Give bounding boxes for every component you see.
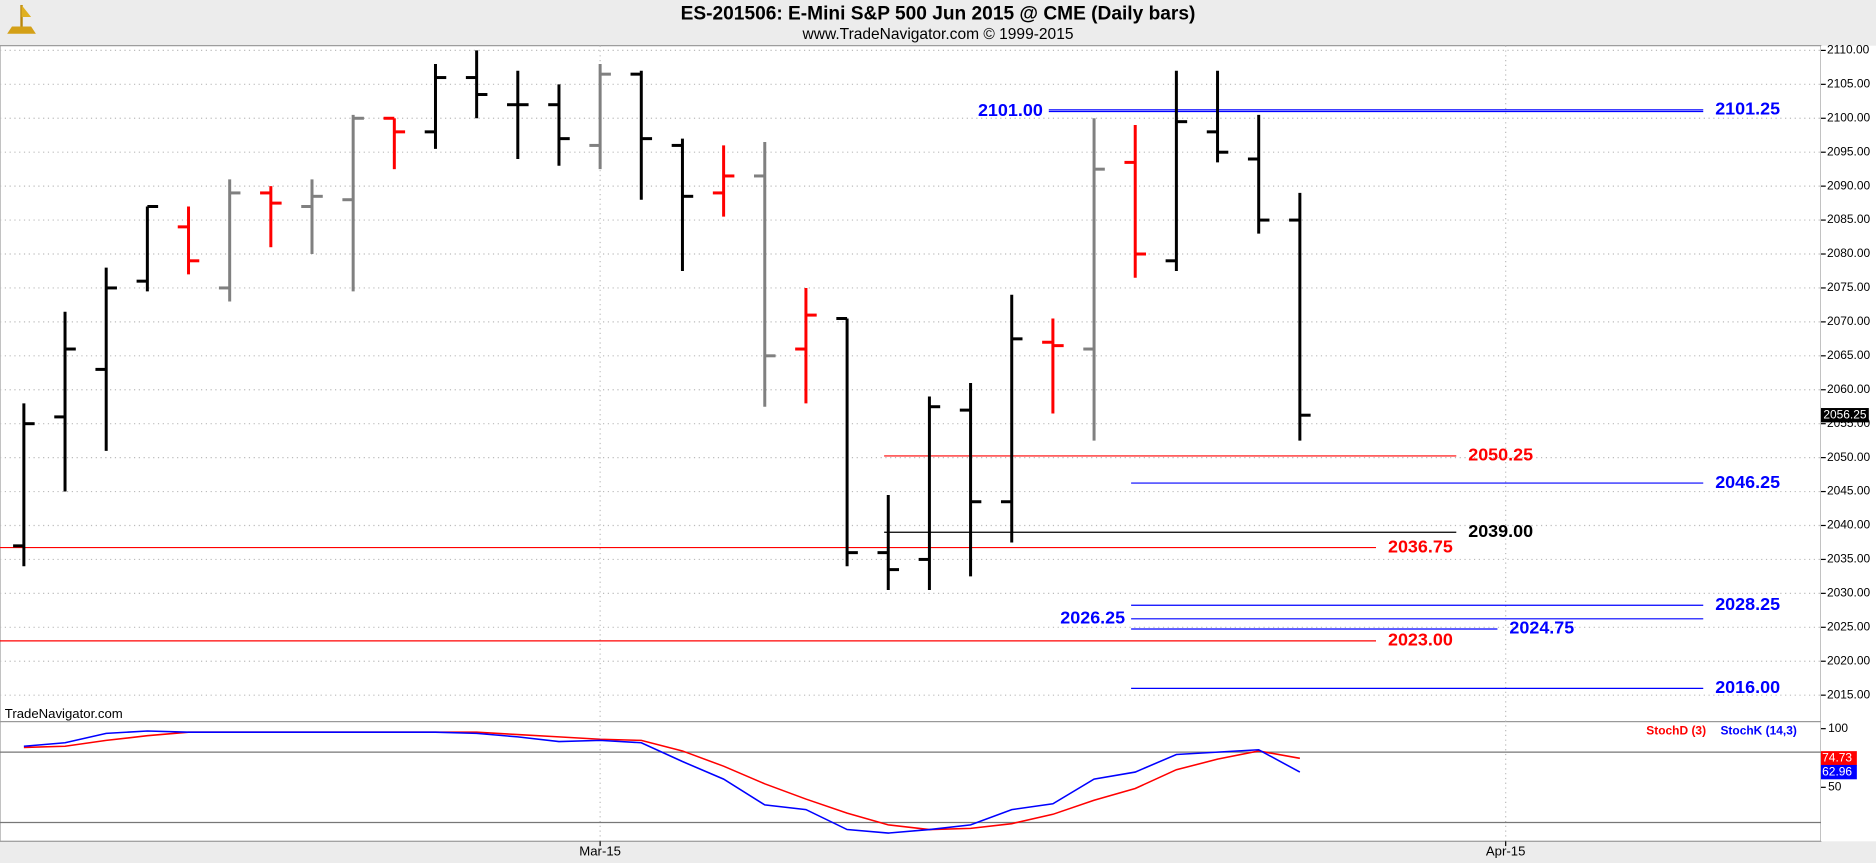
y-tick-label: 2070.00 — [1827, 314, 1871, 328]
y-tick-label: 2095.00 — [1827, 144, 1871, 158]
y-tick-label: 2065.00 — [1827, 348, 1871, 362]
chart-subtitle: www.TradeNavigator.com © 1999-2015 — [802, 26, 1074, 43]
last-value-box — [1820, 751, 1857, 766]
y-tick-label: 50 — [1828, 779, 1842, 793]
chart-title: ES-201506: E-Mini S&P 500 Jun 2015 @ CME… — [681, 4, 1196, 25]
level-label: 2101.25 — [1715, 99, 1780, 119]
last-value-label: 2056.25 — [1823, 407, 1867, 421]
level-label: 2023.00 — [1388, 630, 1453, 650]
y-tick-label: 2100.00 — [1827, 110, 1871, 124]
y-tick-label: 2080.00 — [1827, 246, 1871, 260]
level-label: 2036.75 — [1388, 536, 1453, 556]
last-value-label: 62.96 — [1822, 764, 1852, 778]
last-value-box — [1820, 408, 1869, 423]
y-tick-label: 2030.00 — [1827, 586, 1871, 600]
axis-strip — [1820, 45, 1876, 842]
watermark: TradeNavigator.com — [5, 706, 123, 721]
y-tick-label: 2050.00 — [1827, 450, 1871, 464]
y-tick-label: 2045.00 — [1827, 484, 1871, 498]
level-label: 2046.25 — [1715, 472, 1780, 492]
stoch-line — [23, 730, 1301, 834]
stoch-panel — [0, 721, 1822, 842]
y-tick-label: 2090.00 — [1827, 178, 1871, 192]
price-panel — [0, 45, 1822, 723]
legend-entry: StochK (14,3) — [1720, 723, 1796, 737]
last-value-box — [1820, 764, 1857, 780]
y-tick-label: 2015.00 — [1827, 687, 1871, 701]
level-label: 2039.00 — [1468, 521, 1533, 541]
level-label: 2026.25 — [1060, 608, 1125, 628]
x-tick-label: Mar-15 — [579, 844, 621, 859]
level-label: 2028.25 — [1715, 594, 1780, 614]
y-tick-label: 2085.00 — [1827, 212, 1871, 226]
y-tick-label: 2020.00 — [1827, 653, 1871, 667]
y-tick-label: 2040.00 — [1827, 518, 1871, 532]
legend-entry: StochD (3) — [1646, 723, 1706, 737]
x-tick-label: Apr-15 — [1486, 844, 1525, 859]
y-tick-label: 2035.00 — [1827, 552, 1871, 566]
level-label: 2024.75 — [1509, 618, 1574, 638]
level-label: 2016.00 — [1715, 677, 1780, 697]
y-tick-label: 2060.00 — [1827, 382, 1871, 396]
y-tick-label: 2110.00 — [1827, 43, 1870, 57]
y-tick-label: 100 — [1828, 721, 1848, 735]
y-tick-label: 2025.00 — [1827, 619, 1871, 633]
level-label: 2101.00 — [978, 100, 1043, 120]
y-tick-label: 2105.00 — [1827, 76, 1871, 90]
last-value-label: 74.73 — [1822, 750, 1852, 764]
y-tick-label: 2075.00 — [1827, 280, 1871, 294]
level-label: 2050.25 — [1468, 445, 1533, 465]
